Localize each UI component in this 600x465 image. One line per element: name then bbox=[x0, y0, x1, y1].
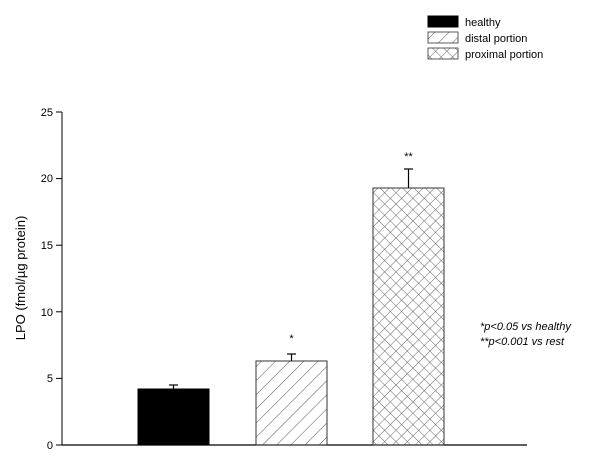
legend-label: proximal portion bbox=[465, 49, 543, 61]
bar-healthy bbox=[137, 384, 210, 446]
y-tick-label: 15 bbox=[41, 240, 53, 252]
legend-item-healthy: healthy bbox=[427, 15, 501, 29]
significance-mark: ** bbox=[404, 151, 413, 163]
y-tick-label: 10 bbox=[41, 307, 53, 319]
bar-proximal: ** bbox=[372, 151, 445, 446]
note-line-1: *p<0.05 vs healthy bbox=[480, 321, 572, 333]
y-tick-label: 0 bbox=[47, 440, 53, 452]
y-tick-label: 5 bbox=[47, 373, 53, 385]
bars: * ** bbox=[137, 151, 445, 446]
legend: healthy distal portion proximal portion bbox=[427, 15, 543, 61]
y-axis-label: LPO (fmol/µg protein) bbox=[13, 216, 28, 341]
significance-notes: *p<0.05 vs healthy **p<0.001 vs rest bbox=[480, 321, 572, 348]
legend-item-distal: distal portion bbox=[427, 31, 527, 45]
legend-item-proximal: proximal portion bbox=[427, 47, 543, 61]
significance-mark: * bbox=[289, 333, 294, 345]
legend-swatch-diagonal bbox=[427, 31, 459, 44]
legend-label: healthy bbox=[465, 17, 501, 29]
y-tick-label: 25 bbox=[41, 107, 53, 119]
legend-label: distal portion bbox=[465, 33, 527, 45]
legend-swatch-crosshatch bbox=[427, 47, 459, 60]
y-axis: 0 5 10 15 20 25 LPO (fmol/µg protein) bbox=[13, 107, 63, 452]
note-line-2: **p<0.001 vs rest bbox=[480, 336, 565, 348]
bar-distal: * bbox=[255, 333, 328, 446]
legend-swatch-solid bbox=[427, 15, 459, 28]
y-tick-label: 20 bbox=[41, 173, 53, 185]
